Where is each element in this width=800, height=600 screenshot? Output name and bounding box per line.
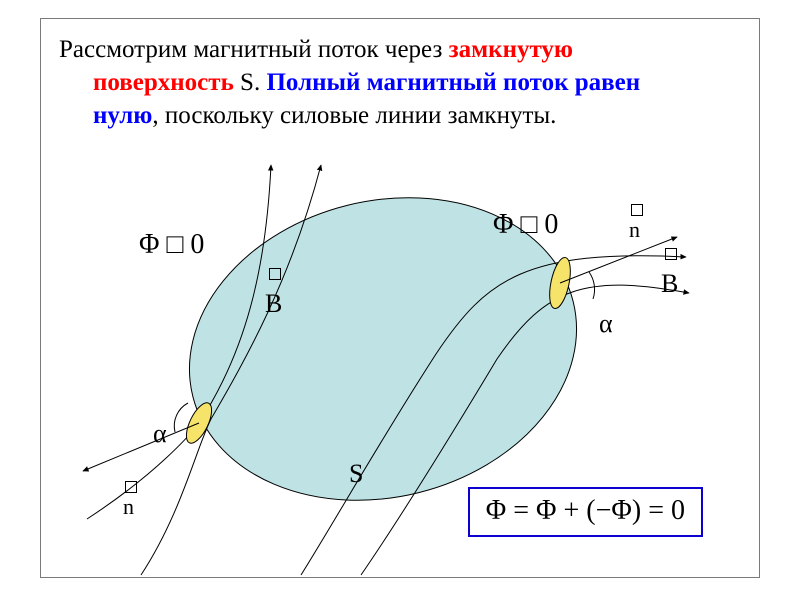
closed-surface-ellipse <box>157 158 609 540</box>
label-B_left: B <box>265 289 282 319</box>
caption-seg-2-red: замкнутую <box>449 36 573 63</box>
caption-seg-5-blue: Полный магнитный поток равен <box>266 69 640 96</box>
label-alpha_l: α <box>153 419 167 449</box>
slide-frame: Рассмотрим магнитный поток через замкнут… <box>40 18 760 578</box>
label-alpha_r: α <box>599 309 613 339</box>
label-n_left: n <box>123 494 134 520</box>
label-phi_neg: Φ □ 0 <box>139 229 204 261</box>
label-S: S <box>349 459 363 489</box>
caption-seg-7: , поскольку силовые линии замкнуты. <box>152 102 556 129</box>
vector-mark-B_left <box>269 268 281 280</box>
label-phi_pos: Φ □ 0 <box>493 209 558 241</box>
formula-text: Φ = Φ + (−Φ) = 0 <box>486 495 685 526</box>
caption-text: Рассмотрим магнитный поток через замкнут… <box>59 33 739 132</box>
label-n_right: n <box>629 217 640 243</box>
normal-vectors <box>83 237 677 471</box>
slide: Рассмотрим магнитный поток через замкнут… <box>0 0 800 600</box>
formula-box: Φ = Φ + (−Φ) = 0 <box>468 487 703 537</box>
label-B_right: B <box>661 269 678 299</box>
angle-arcs <box>174 272 594 432</box>
vector-mark-n_right <box>631 204 643 216</box>
caption-seg-3-red: поверхность <box>93 69 234 96</box>
vector-mark-B_right <box>665 248 677 260</box>
caption-seg-6-blue: нулю <box>93 102 152 129</box>
vector-mark-n_left <box>125 481 137 493</box>
caption-seg-1: Рассмотрим магнитный поток через <box>59 36 449 63</box>
caption-seg-4: S. <box>234 69 267 96</box>
surface-patches <box>181 256 574 447</box>
